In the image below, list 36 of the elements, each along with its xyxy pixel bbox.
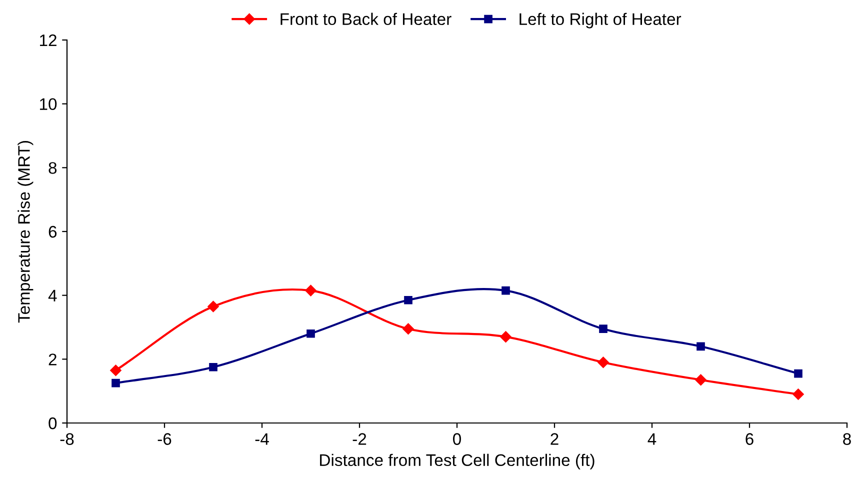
- y-axis-title: Temperature Rise (MRT): [18, 140, 34, 323]
- point: [500, 331, 512, 342]
- point: [112, 378, 120, 388]
- point: [305, 284, 316, 296]
- x-tick-label: -4: [255, 433, 269, 445]
- x-tick-label: -6: [158, 433, 172, 445]
- point: [792, 388, 804, 400]
- x-tick-label: 6: [746, 433, 754, 445]
- y-tick-label: 8: [48, 162, 57, 174]
- point: [209, 362, 218, 372]
- y-tick-label: 4: [48, 290, 57, 302]
- point: [794, 369, 802, 378]
- y-tick-label: 0: [48, 417, 57, 430]
- point: [402, 323, 414, 334]
- point: [306, 329, 315, 338]
- x-tick-label: 8: [843, 433, 851, 445]
- y-tick-label: 6: [48, 226, 57, 238]
- y-tick-label: 10: [40, 98, 57, 110]
- x-tick-label: -8: [60, 433, 74, 445]
- x-tick-label: 2: [550, 433, 558, 445]
- legend-label: Left to Right of Heater: [520, 12, 682, 28]
- x-tick-label: 4: [648, 433, 656, 445]
- point: [110, 364, 122, 376]
- x-tick-label: -2: [352, 433, 366, 445]
- x-axis-title: Distance from Test Cell Centerline (ft): [320, 454, 594, 470]
- point: [696, 342, 705, 351]
- legend-label: Front to Back of Heater: [280, 12, 452, 26]
- point: [502, 286, 510, 295]
- point: [599, 324, 608, 334]
- point: [695, 374, 706, 386]
- point: [598, 356, 609, 368]
- point: [208, 300, 219, 312]
- y-tick-label: 12: [40, 34, 56, 46]
- x-tick-label: 0: [453, 433, 461, 445]
- point: [404, 296, 412, 304]
- y-tick-label: 2: [48, 354, 56, 366]
